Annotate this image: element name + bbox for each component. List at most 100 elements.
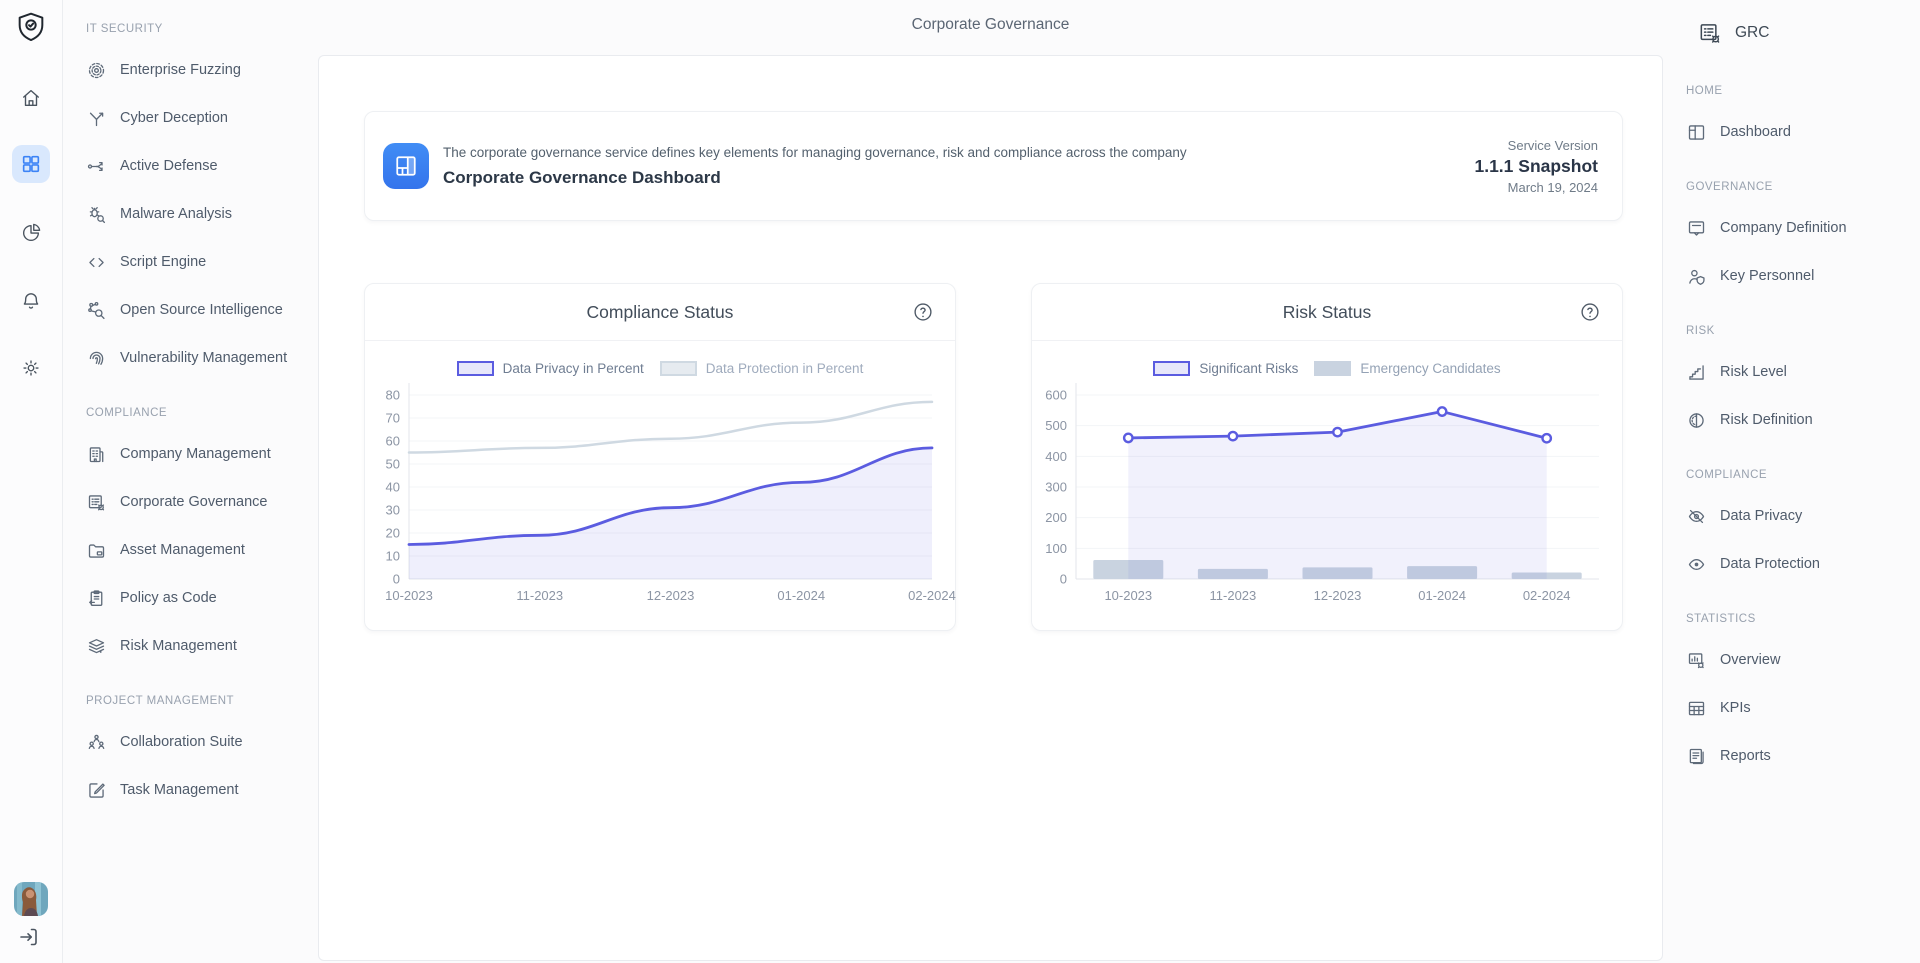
grc-section-compliance: COMPLIANCE Data Privacy Data Protection bbox=[1686, 458, 1920, 588]
fingerprint-icon bbox=[86, 348, 107, 369]
grc-item-company-definition[interactable]: Company Definition bbox=[1686, 204, 1920, 252]
nav-item-vulnerability-management[interactable]: Vulnerability Management bbox=[86, 334, 318, 382]
section-header: COMPLIANCE bbox=[1686, 469, 1768, 481]
bell-icon bbox=[20, 290, 42, 312]
nav-item-script-engine[interactable]: Script Engine bbox=[86, 238, 318, 286]
svg-text:30: 30 bbox=[386, 503, 400, 518]
service-version-date: March 19, 2024 bbox=[1507, 179, 1598, 195]
item-label: Company Definition bbox=[1720, 220, 1847, 236]
app-logo-shield-icon[interactable] bbox=[14, 10, 48, 44]
rail-home-button[interactable] bbox=[12, 79, 50, 117]
service-description: The corporate governance service defines… bbox=[443, 144, 1187, 160]
nav-item-corporate-governance[interactable]: Corporate Governance bbox=[86, 478, 318, 526]
message-window-icon bbox=[1686, 218, 1707, 239]
grc-item-kpis[interactable]: KPIs bbox=[1686, 684, 1920, 732]
layers-eye-icon bbox=[86, 636, 107, 657]
item-label: Collaboration Suite bbox=[120, 734, 243, 750]
svg-text:80: 80 bbox=[386, 388, 400, 403]
grc-item-data-protection[interactable]: Data Protection bbox=[1686, 540, 1920, 588]
service-version-value: 1.1.1 Snapshot bbox=[1474, 155, 1598, 176]
svg-text:12-2023: 12-2023 bbox=[1314, 588, 1362, 603]
nav-item-policy-as-code[interactable]: Policy as Code bbox=[86, 574, 318, 622]
layout-icon bbox=[1686, 122, 1707, 143]
grc-item-risk-definition[interactable]: Risk Definition bbox=[1686, 396, 1920, 444]
page-title: Corporate Governance bbox=[911, 16, 1070, 33]
svg-text:0: 0 bbox=[1060, 572, 1067, 587]
nav-item-malware-analysis[interactable]: Malware Analysis bbox=[86, 190, 318, 238]
section-header: PROJECT MANAGEMENT bbox=[86, 695, 235, 707]
chart-gear-icon bbox=[1686, 650, 1707, 671]
nav-item-company-management[interactable]: Company Management bbox=[86, 430, 318, 478]
nav-section-it-security: IT SECURITY Enterprise Fuzzing Cyber Decep… bbox=[86, 12, 318, 382]
grc-brand[interactable]: GRC bbox=[1686, 0, 1920, 58]
nav-item-task-management[interactable]: Task Management bbox=[86, 766, 318, 814]
logout-icon[interactable] bbox=[17, 925, 45, 953]
item-label: Overview bbox=[1720, 652, 1781, 668]
nav-item-enterprise-fuzzing[interactable]: Enterprise Fuzzing bbox=[86, 46, 318, 94]
active-defense-icon bbox=[86, 156, 107, 177]
legend-swatch bbox=[1153, 361, 1191, 376]
nav-item-collaboration-suite[interactable]: Collaboration Suite bbox=[86, 718, 318, 766]
apps-icon bbox=[20, 153, 42, 175]
nav-item-open-source-intelligence[interactable]: Open Source Intelligence bbox=[86, 286, 318, 334]
eye-off-icon bbox=[1686, 506, 1707, 527]
grc-item-key-personnel[interactable]: Key Personnel bbox=[1686, 252, 1920, 300]
grc-item-overview[interactable]: Overview bbox=[1686, 636, 1920, 684]
rail-notifications-button[interactable] bbox=[12, 282, 50, 320]
item-label: Corporate Governance bbox=[120, 494, 268, 510]
grc-item-data-privacy[interactable]: Data Privacy bbox=[1686, 492, 1920, 540]
chart-title: Risk Status bbox=[1282, 301, 1372, 322]
avatar[interactable] bbox=[14, 882, 48, 916]
rail-apps-button[interactable] bbox=[12, 145, 50, 183]
right-sidebar: GRC HOME Dashboard GOVERNANCE Company Defin… bbox=[1664, 0, 1920, 963]
legend-item[interactable]: Data Privacy in Percent bbox=[456, 361, 644, 376]
icon-rail bbox=[0, 0, 63, 963]
item-label: Script Engine bbox=[120, 254, 207, 270]
nav-item-cyber-deception[interactable]: Cyber Deception bbox=[86, 94, 318, 142]
item-label: Data Protection bbox=[1720, 556, 1820, 572]
clipboard-arrow-icon bbox=[86, 588, 107, 609]
rail-settings-button[interactable] bbox=[12, 349, 50, 387]
legend-item[interactable]: Significant Risks bbox=[1153, 361, 1298, 376]
right-sidebar-sections: HOME Dashboard GOVERNANCE Company Definitio… bbox=[1686, 74, 1920, 780]
section-header: IT SECURITY bbox=[86, 23, 163, 35]
item-label: Company Management bbox=[120, 446, 271, 462]
section-header: RISK bbox=[1686, 325, 1715, 337]
item-label: Risk Definition bbox=[1720, 412, 1813, 428]
legend-item[interactable]: Data Protection in Percent bbox=[659, 361, 863, 376]
list-gear-icon bbox=[86, 492, 107, 513]
section-header: STATISTICS bbox=[1686, 613, 1756, 625]
svg-text:02-2024: 02-2024 bbox=[1523, 588, 1571, 603]
item-label: Enterprise Fuzzing bbox=[120, 62, 241, 78]
legend-item[interactable]: Emergency Candidates bbox=[1314, 361, 1501, 376]
pie-icon bbox=[20, 222, 42, 244]
dashboard-layout-icon bbox=[383, 143, 429, 189]
svg-text:02-2024: 02-2024 bbox=[908, 588, 956, 603]
compliance-status-plot[interactable]: 0 10 20 30 40 50 60 70 80 10-2023 11-2023 12-2023 01… bbox=[365, 341, 957, 631]
grc-item-reports[interactable]: Reports bbox=[1686, 732, 1920, 780]
person-shield-icon bbox=[1686, 266, 1707, 287]
help-circle-icon[interactable] bbox=[912, 301, 934, 323]
item-label: Active Defense bbox=[120, 158, 218, 174]
nav-item-risk-management[interactable]: Risk Management bbox=[86, 622, 318, 670]
grc-item-risk-level[interactable]: Risk Level bbox=[1686, 348, 1920, 396]
rail-analytics-button[interactable] bbox=[12, 214, 50, 252]
nav-item-asset-management[interactable]: Asset Management bbox=[86, 526, 318, 574]
svg-text:100: 100 bbox=[1045, 541, 1067, 556]
gear-icon bbox=[20, 357, 42, 379]
item-label: Data Privacy bbox=[1720, 508, 1803, 524]
svg-text:50: 50 bbox=[386, 457, 400, 472]
people-icon bbox=[86, 732, 107, 753]
nav-item-active-defense[interactable]: Active Defense bbox=[86, 142, 318, 190]
svg-text:01-2024: 01-2024 bbox=[1418, 588, 1466, 603]
item-label: Vulnerability Management bbox=[120, 350, 288, 366]
risk-status-plot[interactable]: 0 100 200 300 400 500 600 10-2023 11-2023 12-2023… bbox=[1032, 341, 1624, 631]
help-circle-icon[interactable] bbox=[1579, 301, 1601, 323]
section-header: HOME bbox=[1686, 85, 1723, 97]
avatar-photo bbox=[14, 882, 48, 916]
risk-status-header: Risk Status bbox=[1032, 284, 1622, 341]
item-label: Dashboard bbox=[1720, 124, 1791, 140]
grc-item-dashboard[interactable]: Dashboard bbox=[1686, 108, 1920, 156]
service-title: Corporate Governance Dashboard bbox=[443, 167, 721, 187]
